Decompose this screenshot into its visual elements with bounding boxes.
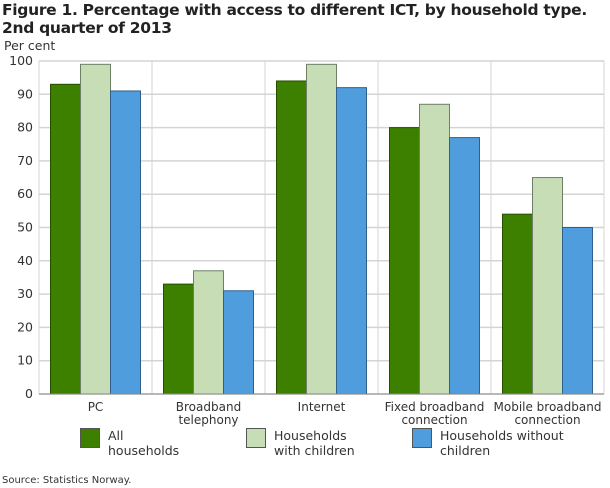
bar: [419, 103, 450, 395]
bar: [110, 90, 141, 395]
y-tick-label: 30: [17, 286, 33, 301]
bar: [306, 63, 337, 395]
bar: [223, 290, 254, 395]
legend-item: Households without children: [412, 428, 564, 458]
bar: [449, 137, 480, 395]
y-tick-label: 70: [17, 153, 33, 168]
bar: [562, 227, 593, 395]
y-axis-label: Per cent: [4, 38, 56, 53]
bar: [532, 177, 563, 395]
y-tick-label: 80: [17, 120, 33, 135]
y-tick-label: 50: [17, 220, 33, 235]
legend-swatch: [246, 428, 266, 448]
y-tick-label: 90: [17, 86, 33, 101]
legend-label: Households with children: [274, 428, 355, 458]
legend-label: Households without children: [440, 428, 564, 458]
x-tick-label: Internet: [298, 400, 346, 414]
x-tick-label: connection: [514, 413, 580, 427]
bar: [502, 213, 533, 395]
x-tick-label: Broadband: [176, 400, 241, 414]
bar: [389, 127, 420, 395]
bar: [80, 63, 111, 395]
title-line-1: Figure 1. Percentage with access to diff…: [2, 1, 587, 19]
y-tick-label: 0: [25, 386, 33, 401]
bar: [163, 283, 194, 395]
x-tick-label: connection: [401, 413, 467, 427]
x-tick-label: Fixed broadband: [385, 400, 485, 414]
bar: [276, 80, 307, 395]
x-tick-label: PC: [88, 400, 104, 414]
bar: [50, 83, 81, 395]
bar: [193, 270, 224, 395]
x-tick-label: telephony: [178, 413, 238, 427]
legend-item: All households: [80, 428, 179, 458]
chart-title: Figure 1. Percentage with access to diff…: [2, 1, 587, 37]
y-tick-label: 40: [17, 253, 33, 268]
y-tick-label: 10: [17, 353, 33, 368]
y-tick-label: 60: [17, 186, 33, 201]
title-line-2: 2nd quarter of 2013: [2, 19, 172, 37]
bar: [336, 87, 367, 395]
y-tick-label: 100: [9, 53, 33, 68]
source-note: Source: Statistics Norway.: [2, 475, 132, 486]
legend-swatch: [80, 428, 100, 448]
y-tick-label: 20: [17, 319, 33, 334]
bar-chart: 0 10 20 30 40 50 60 70 80 90 100 PC Broadbandtelepho…: [9, 53, 605, 427]
x-tick-label: Mobile broadband: [494, 400, 602, 414]
legend-label: All households: [108, 428, 180, 458]
legend-swatch: [412, 428, 432, 448]
legend-item: Households with children: [246, 428, 355, 458]
